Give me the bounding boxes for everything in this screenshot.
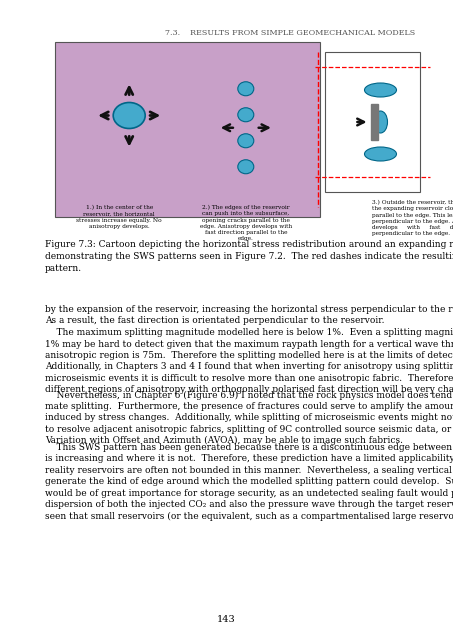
Ellipse shape bbox=[238, 160, 254, 173]
Text: 2.) The edges of the reservoir
can push into the subsurface,
opening cracks para: 2.) The edges of the reservoir can push … bbox=[200, 205, 292, 241]
Text: 1.) In the center of the
reservoir, the horizontal
stresses increase equally. No: 1.) In the center of the reservoir, the … bbox=[77, 205, 162, 228]
Ellipse shape bbox=[374, 111, 387, 133]
Text: 143: 143 bbox=[217, 616, 236, 625]
Bar bbox=[371, 104, 377, 140]
Text: 7.3.    RESULTS FROM SIMPLE GEOMECHANICAL MODELS: 7.3. RESULTS FROM SIMPLE GEOMECHANICAL M… bbox=[165, 29, 415, 37]
Ellipse shape bbox=[238, 108, 254, 122]
Ellipse shape bbox=[238, 82, 254, 96]
Text: This SWS pattern has been generated because there is a discontinuous edge betwee: This SWS pattern has been generated beca… bbox=[45, 443, 453, 521]
Text: 3.) Outside the reservoir, the force from
the expanding reservoir closes cracks
: 3.) Outside the reservoir, the force fro… bbox=[372, 200, 453, 236]
Text: by the expansion of the reservoir, increasing the horizontal stress perpendicula: by the expansion of the reservoir, incre… bbox=[45, 305, 453, 326]
Ellipse shape bbox=[238, 134, 254, 148]
Ellipse shape bbox=[113, 102, 145, 129]
Ellipse shape bbox=[365, 83, 396, 97]
Text: Nevertheless, in Chapter 6 (Figure 6.9) I noted that the rock physics model does: Nevertheless, in Chapter 6 (Figure 6.9) … bbox=[45, 390, 453, 445]
Ellipse shape bbox=[365, 147, 396, 161]
Text: Figure 7.3: Cartoon depicting the horizontal stress redistribution around an exp: Figure 7.3: Cartoon depicting the horizo… bbox=[45, 240, 453, 273]
Text: The maximum splitting magnitude modelled here is below 1%.  Even a splitting mag: The maximum splitting magnitude modelled… bbox=[45, 328, 453, 394]
Bar bbox=[55, 42, 320, 217]
Bar bbox=[325, 52, 420, 192]
